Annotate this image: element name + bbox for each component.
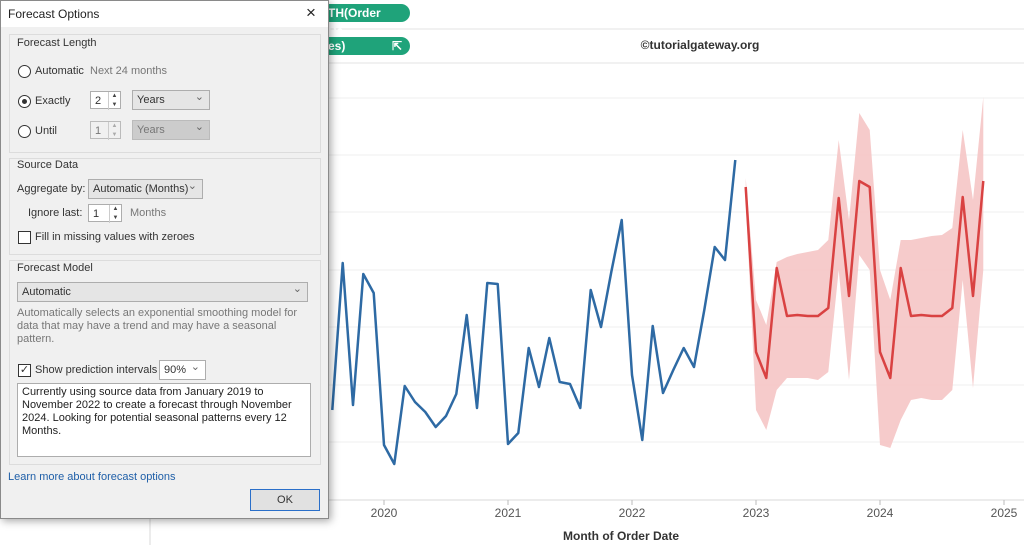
- dropdown-value: Years: [137, 124, 165, 136]
- unit-dropdown: Years: [132, 120, 210, 140]
- interval-dropdown[interactable]: 90%: [159, 360, 206, 380]
- spin-arrows: ▲▼: [108, 92, 120, 110]
- dropdown-value: 90%: [164, 364, 186, 376]
- close-button[interactable]: ×: [306, 3, 316, 23]
- radio-label: Automatic: [35, 65, 84, 77]
- checkbox-label: Fill in missing values with zeroes: [35, 231, 195, 243]
- dialog-title: Forecast Options: [8, 7, 99, 21]
- spin-value: 2: [95, 95, 101, 107]
- model-dropdown[interactable]: Automatic: [17, 282, 308, 302]
- summary-box: Currently using source data from January…: [17, 383, 311, 457]
- group-heading: Source Data: [17, 159, 78, 171]
- radio-until[interactable]: [18, 125, 31, 138]
- button-text: OK: [277, 494, 293, 506]
- radio-automatic[interactable]: [18, 65, 31, 78]
- spin-arrows: ▲▼: [108, 122, 120, 140]
- pill-icon: ⇱: [392, 37, 402, 55]
- spin-box: 1 ▲▼: [90, 121, 121, 139]
- checkbox-fill[interactable]: [18, 231, 31, 244]
- field-label: Aggregate by:: [17, 183, 86, 195]
- field-label: Ignore last:: [28, 207, 82, 219]
- dropdown-value: Years: [137, 94, 165, 106]
- dropdown-value: Automatic: [22, 286, 71, 298]
- aggregate-dropdown[interactable]: Automatic (Months): [88, 179, 203, 199]
- forecast-dialog: Forecast Options × Forecast Length Autom…: [0, 0, 329, 519]
- model-description: Automatically selects an exponential smo…: [17, 307, 312, 346]
- hint: Next 24 months: [90, 65, 167, 77]
- pill-text: es): [328, 39, 345, 53]
- forecast-length-group: Forecast Length Automatic Next 24 months…: [9, 34, 321, 153]
- unit-label: Months: [130, 207, 166, 219]
- radio-label: Exactly: [35, 95, 70, 107]
- source-data-group: Source Data Aggregate by: Automatic (Mon…: [9, 158, 321, 255]
- title-bar: Forecast Options ×: [1, 1, 328, 27]
- spin-value: 1: [93, 208, 99, 220]
- group-heading: Forecast Model: [17, 262, 93, 274]
- spin-value: 1: [95, 125, 101, 137]
- series-line: [332, 160, 735, 464]
- spin-arrows: ▲▼: [109, 205, 121, 223]
- checkbox-intervals[interactable]: ✓: [18, 364, 31, 377]
- group-heading: Forecast Length: [17, 37, 97, 49]
- x-tick-label: 2020: [371, 506, 398, 520]
- radio-label: Until: [35, 125, 57, 137]
- x-tick-label: 2023: [743, 506, 770, 520]
- checkbox-label: Show prediction intervals: [35, 364, 157, 376]
- x-tick-label: 2024: [867, 506, 894, 520]
- rows-pill[interactable]: es) ⇱: [318, 37, 410, 55]
- x-axis-title: Month of Order Date: [563, 529, 679, 543]
- x-tick-label: 2025: [991, 506, 1018, 520]
- columns-pill[interactable]: TH(Order Da..: [318, 4, 410, 22]
- spin-box[interactable]: 1 ▲▼: [88, 204, 122, 222]
- forecast-model-group: Forecast Model Automatic Automatically s…: [9, 260, 321, 465]
- prediction-band: [746, 97, 984, 448]
- help-link[interactable]: Learn more about forecast options: [8, 471, 176, 483]
- unit-dropdown[interactable]: Years: [132, 90, 210, 110]
- x-tick-label: 2021: [495, 506, 522, 520]
- watermark: ©tutorialgateway.org: [641, 38, 760, 52]
- radio-exactly[interactable]: [18, 95, 31, 108]
- x-tick-label: 2022: [619, 506, 646, 520]
- spin-box[interactable]: 2 ▲▼: [90, 91, 121, 109]
- dropdown-value: Automatic (Months): [93, 183, 188, 195]
- ok-button[interactable]: OK: [250, 489, 320, 511]
